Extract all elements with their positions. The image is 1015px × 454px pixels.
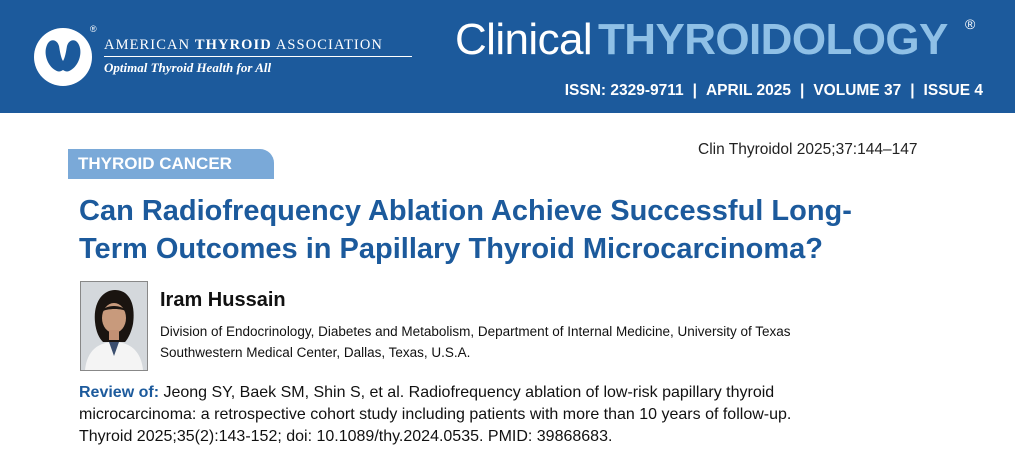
journal-title-thyroidology: THYROIDOLOGY <box>598 15 948 64</box>
thyroid-logo-icon <box>34 28 92 86</box>
citation: Clin Thyroidol 2025;37:144–147 <box>698 141 918 158</box>
header-banner: ® AMERICAN THYROID ASSOCIATION Optimal T… <box>0 0 1015 113</box>
issue-date: APRIL 2025 <box>705 82 791 99</box>
association-tagline: Optimal Thyroid Health for All <box>104 60 272 75</box>
review-of: Review of: Jeong SY, Baek SM, Shin S, et… <box>79 384 792 445</box>
issue-number: ISSUE 4 <box>923 82 983 99</box>
issn: ISSN: 2329-9711 <box>564 82 684 99</box>
article-title: Can Radiofrequency Ablation Achieve Succ… <box>79 195 852 265</box>
review-label: Review of: <box>79 384 160 401</box>
issue-info: ISSN: 2329-9711 | APRIL 2025 | VOLUME 37 | ISS… <box>564 82 983 99</box>
author-affiliation: Division of Endocrinology, Diabetes and … <box>160 324 791 360</box>
author-photo <box>80 281 148 371</box>
section-tag: THYROID CANCER <box>68 149 274 179</box>
association-name: AMERICAN THYROID ASSOCIATION <box>104 37 383 53</box>
association-registered-mark: ® <box>90 24 97 34</box>
journal-title-clinical: Clinical <box>455 15 593 64</box>
association-divider <box>104 56 412 57</box>
volume: VOLUME 37 <box>813 82 902 99</box>
journal-registered-mark: ® <box>965 16 976 32</box>
journal-title: Clinical THYROIDOLOGY <box>455 14 948 66</box>
author-name: Iram Hussain <box>160 289 286 311</box>
